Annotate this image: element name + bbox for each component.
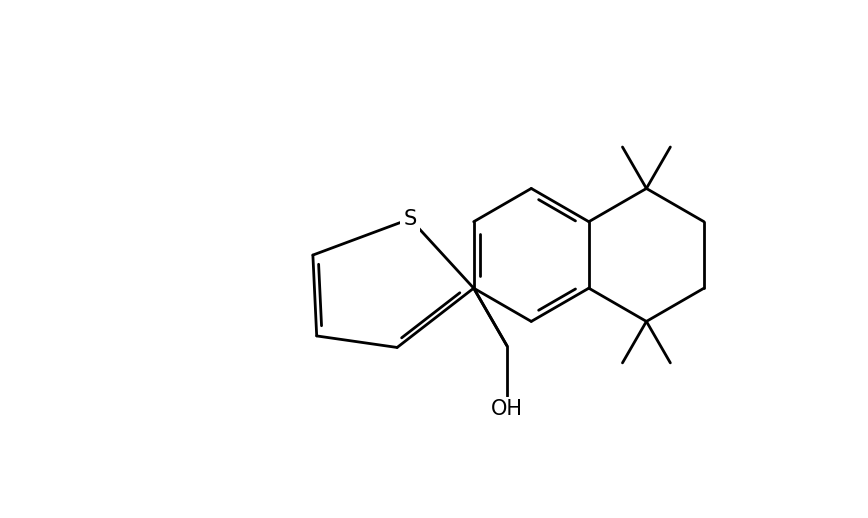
- Text: S: S: [404, 209, 417, 229]
- Text: OH: OH: [491, 399, 523, 419]
